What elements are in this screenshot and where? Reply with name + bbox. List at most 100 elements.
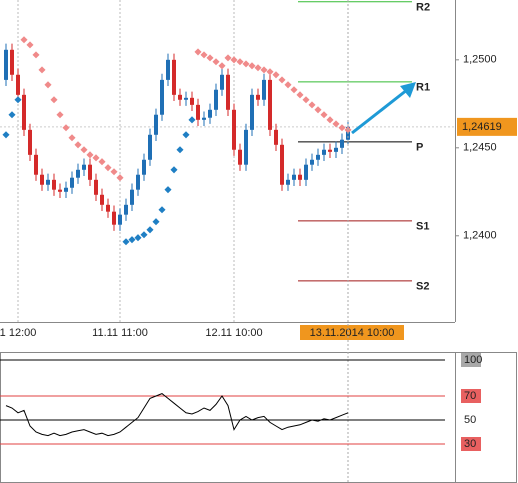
candle-body [274, 129, 278, 145]
sar-dot [74, 141, 82, 149]
candle-body [46, 179, 50, 185]
candle-body [208, 109, 212, 118]
candle-body [130, 189, 134, 205]
candle-body [112, 211, 116, 225]
arrow-head [400, 82, 416, 98]
candle-body [316, 154, 320, 160]
candle-body [238, 149, 242, 165]
pivot-label: R2 [416, 2, 430, 14]
candle-body [232, 109, 236, 150]
sar-dot [146, 226, 154, 234]
y-tick-label: 70 [464, 390, 476, 402]
candle-body [118, 214, 122, 225]
sar-dot [134, 234, 142, 242]
candle-body [328, 149, 332, 152]
last-price-box [457, 117, 517, 136]
y-tick-label: 1,2400 [463, 230, 497, 242]
pivot-label: S2 [416, 281, 429, 293]
sar-dot [266, 68, 274, 76]
candle-body [214, 89, 218, 110]
sar-dot [242, 60, 250, 68]
candle-body [256, 94, 260, 100]
candle-body [94, 179, 98, 195]
candle-body [322, 149, 326, 155]
sar-dot [68, 134, 76, 142]
sar-dot [308, 101, 316, 109]
sar-dot [338, 124, 346, 132]
sar-dot [116, 174, 124, 182]
candle-body [124, 204, 128, 215]
candle-body [40, 174, 44, 185]
rsi-line [5, 393, 349, 437]
candle-body [304, 164, 308, 180]
candle-body [202, 117, 206, 120]
rsi-tick-box [461, 437, 481, 451]
candle-body [88, 164, 92, 180]
candle-body [184, 97, 188, 100]
pivot-label: S1 [416, 221, 429, 233]
sar-dot [80, 146, 88, 154]
sar-dot [296, 91, 304, 99]
sar-dot [236, 58, 244, 66]
candle-body [52, 179, 56, 190]
pivot-label: P [416, 142, 423, 154]
sar-dot [254, 64, 262, 72]
sar-dot [200, 51, 208, 59]
sar-dot [176, 146, 184, 154]
sar-dot [122, 238, 130, 246]
candle-body [58, 189, 62, 192]
candle-body [148, 134, 152, 160]
sar-dot [326, 116, 334, 124]
candle-body [142, 159, 146, 175]
candle-body [160, 79, 164, 115]
time-highlight [300, 325, 404, 340]
rsi-tick-box [461, 389, 481, 403]
sar-dot [92, 154, 100, 162]
candle-body [166, 59, 170, 80]
candle-body [292, 174, 296, 180]
candle-body [76, 169, 80, 178]
candle-body [4, 49, 8, 80]
candle-body [64, 187, 68, 192]
candle-body [22, 94, 26, 130]
candle-body [82, 164, 86, 170]
sar-dot [260, 66, 268, 74]
y-tick-label: 1,2450 [463, 142, 497, 154]
sar-dot [194, 48, 202, 56]
sar-dot [86, 151, 94, 159]
candle-body [310, 159, 314, 165]
candle-body [280, 144, 284, 185]
sar-dot [128, 236, 136, 244]
candle-body [16, 74, 20, 95]
candle-body [28, 129, 32, 155]
sar-dot [332, 120, 340, 128]
sar-dot [278, 76, 286, 84]
sar-dot [320, 111, 328, 119]
candle-body [100, 194, 104, 205]
y-tick-label: 100 [464, 354, 482, 366]
sar-dot [98, 158, 106, 166]
candle-body [298, 174, 302, 180]
candle-body [340, 139, 344, 148]
candle-body [250, 94, 254, 130]
candle-body [106, 204, 110, 212]
rsi-tick-box [461, 353, 481, 367]
y-tick-label: 30 [464, 438, 476, 450]
x-tick-label: 13.11.2014 10:00 [310, 327, 395, 339]
sar-dot [170, 166, 178, 174]
sar-dot [104, 164, 112, 172]
sar-dot [290, 86, 298, 94]
sar-dot [302, 96, 310, 104]
candle-body [136, 174, 140, 190]
candle-body [226, 74, 230, 110]
sar-dot [224, 54, 232, 62]
candle-body [268, 79, 272, 130]
sar-dot [164, 186, 172, 194]
x-tick-label: 11.11 11:00 [92, 327, 148, 339]
candle-body [244, 129, 248, 165]
candle-body [286, 179, 290, 185]
sar-dot [158, 206, 166, 214]
